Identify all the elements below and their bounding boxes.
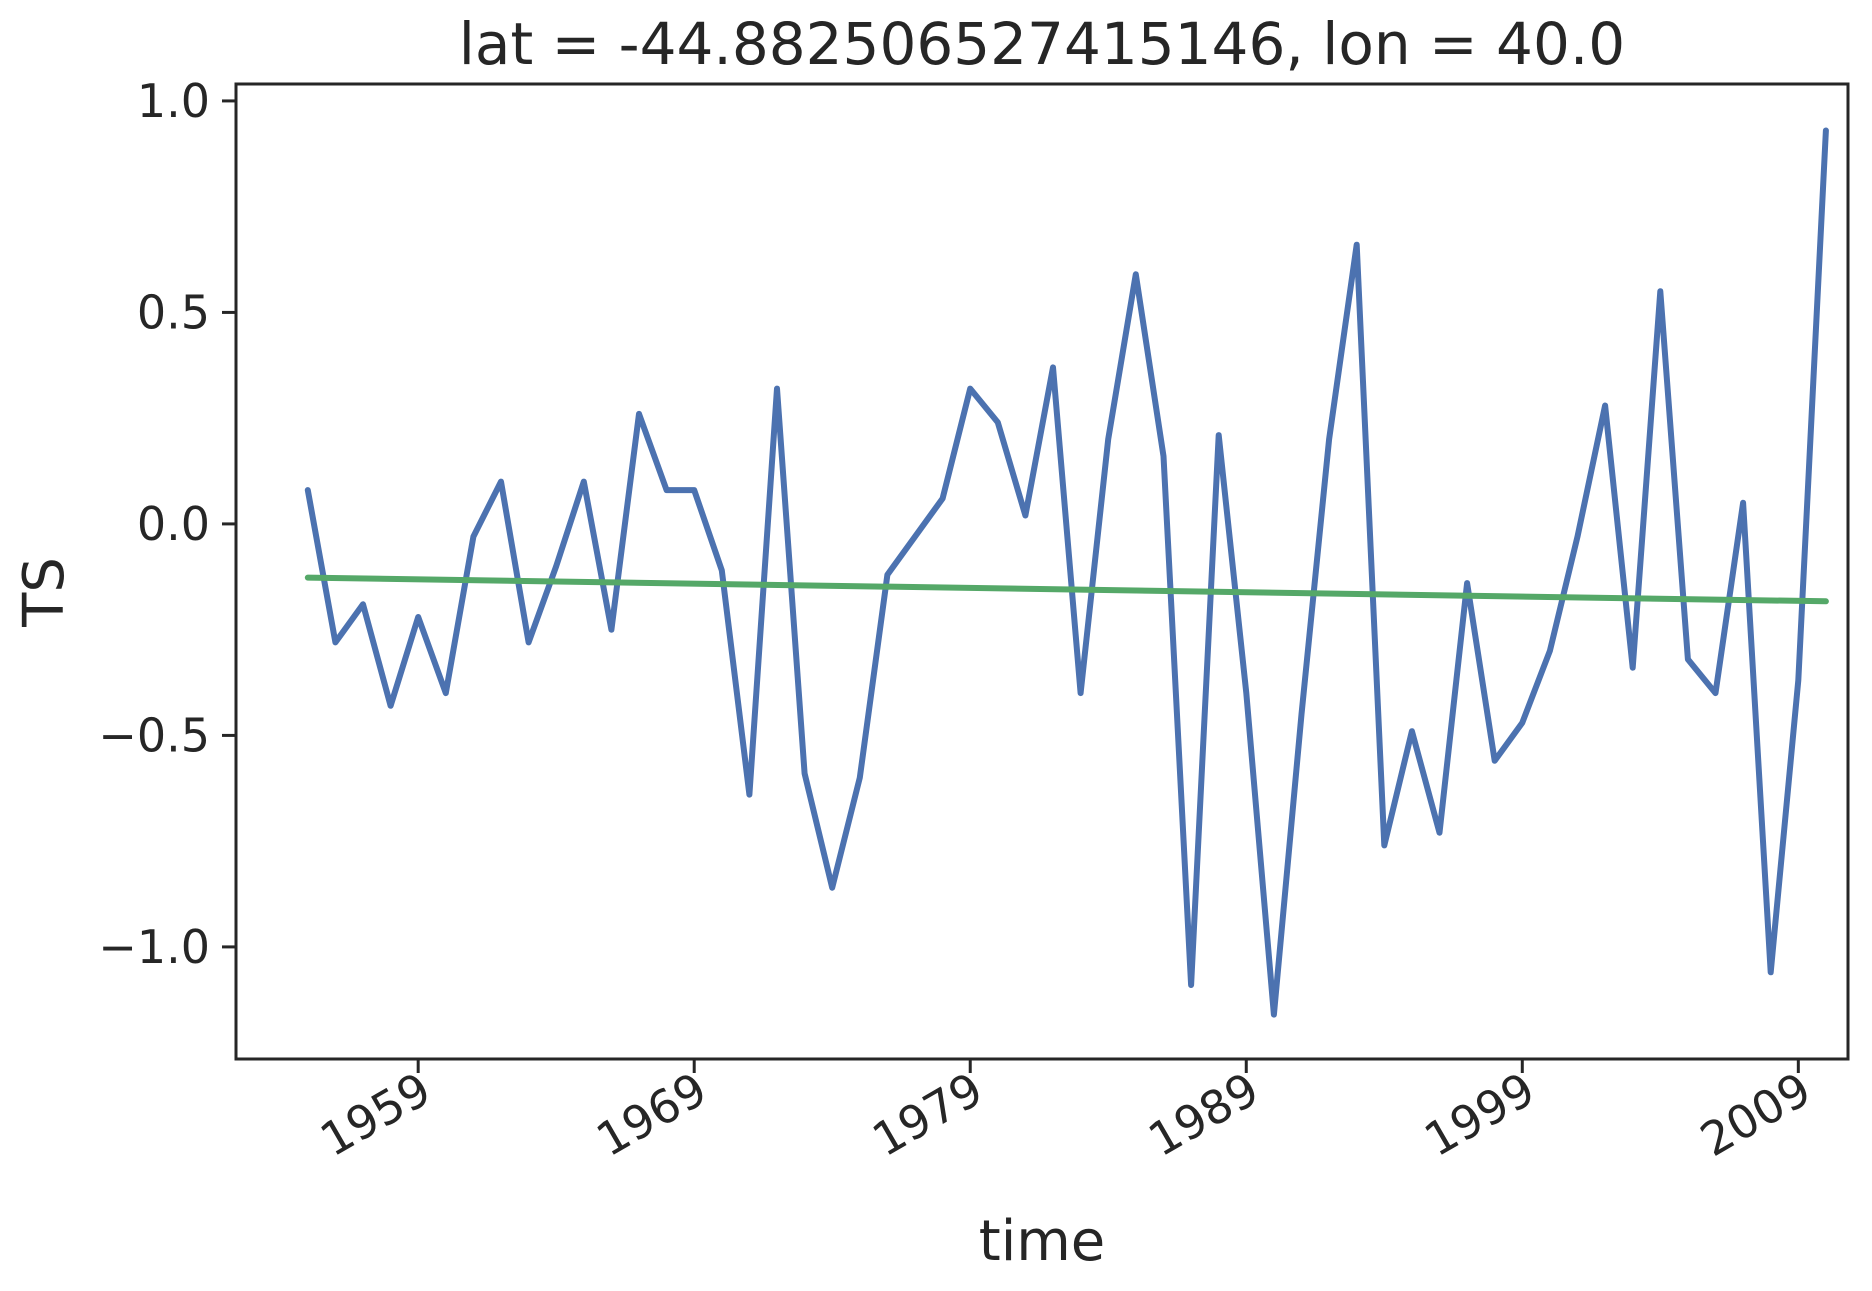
y-tick-label: 1.0 (137, 74, 210, 128)
chart-title: lat = -44.882506527415146, lon = 40.0 (459, 10, 1625, 78)
ts-series-line (304, 127, 1829, 1018)
trend-line (304, 574, 1829, 605)
y-tick-label: 0.5 (137, 285, 210, 339)
x-tick-label: 1989 (1139, 1062, 1267, 1167)
plot-frame (234, 82, 1850, 1061)
x-tick-label: 1999 (1415, 1062, 1543, 1167)
x-tick-label: 1959 (311, 1062, 439, 1167)
x-axis-ticks: 1959 1969 1979 1989 1999 2009 (311, 1059, 1820, 1167)
x-tick-label: 1969 (587, 1062, 715, 1167)
series-layer (304, 127, 1829, 1018)
y-axis-label: TS (12, 557, 77, 628)
x-axis-label: time (979, 1209, 1106, 1274)
y-tick-label: −1.0 (98, 920, 210, 974)
y-tick-label: 0.0 (137, 497, 210, 551)
x-tick-label: 2009 (1691, 1062, 1819, 1167)
y-tick-label: −0.5 (98, 708, 210, 762)
y-axis-ticks: 1.0 0.5 0.0 −0.5 −1.0 (98, 74, 236, 974)
x-tick-label: 1979 (863, 1062, 991, 1167)
